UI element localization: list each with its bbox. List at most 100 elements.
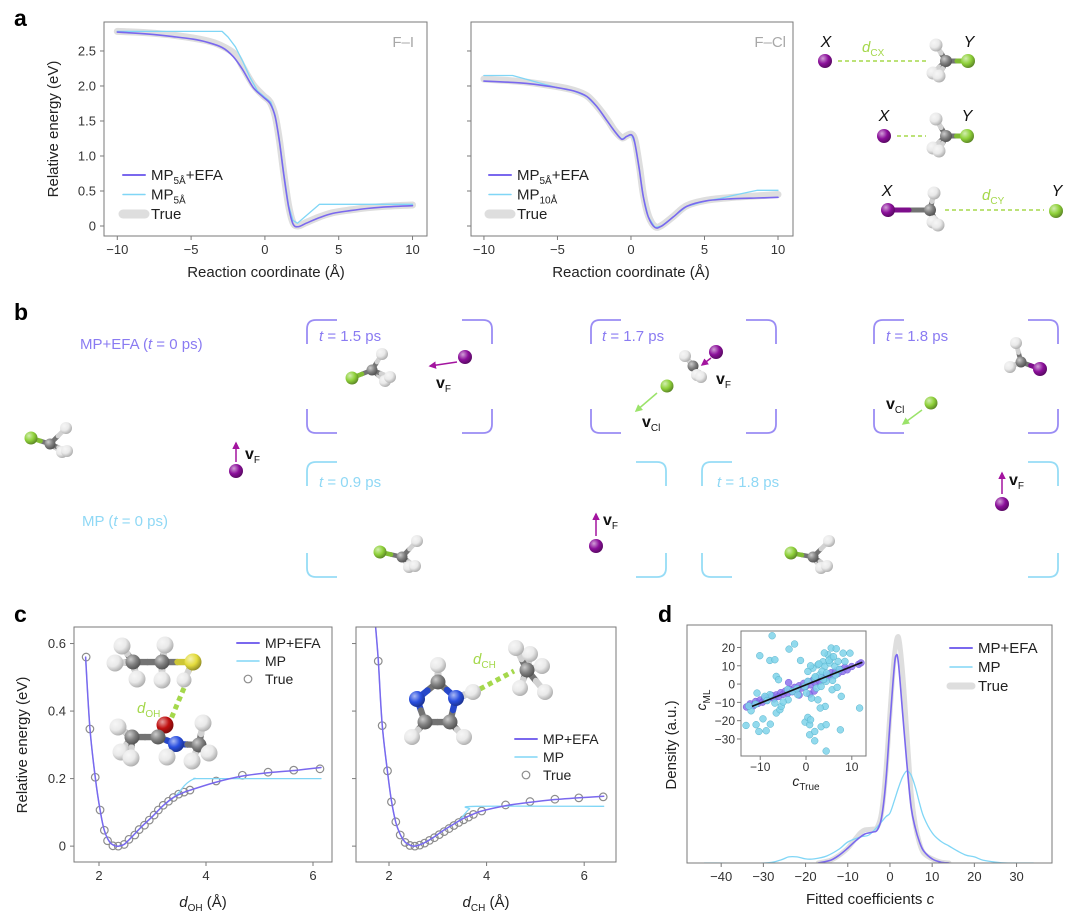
scatter-point-mp <box>815 660 823 668</box>
curve-mp-efa <box>483 80 779 229</box>
plot-area <box>113 27 416 230</box>
molecule-schematic-mol-3 <box>881 186 945 232</box>
velocity-label-f: vF <box>716 371 731 391</box>
atom-carbon <box>687 360 699 372</box>
x-tick-label: 0 <box>261 242 268 257</box>
velocity-sub: F <box>445 384 451 395</box>
scatter-point-mp <box>833 683 841 692</box>
atom-label-x: X <box>878 108 891 125</box>
frame-bracket <box>746 409 777 434</box>
snapshot-frame-mp-efa <box>306 319 493 434</box>
frame-time-label: t = 1.5 ps <box>319 328 381 345</box>
panel-label-d: d <box>658 601 672 627</box>
fit-line <box>751 661 863 708</box>
legend-label-part: +EFA <box>186 167 223 184</box>
x-tick-label: −40 <box>710 869 732 884</box>
velocity-main: v <box>603 512 612 529</box>
scatter-point-mp <box>811 737 819 745</box>
scatter-point-mp <box>836 726 845 734</box>
atom-halogen-x <box>589 539 603 553</box>
frame-time-label: t = 1.8 ps <box>717 474 779 491</box>
label-suffix: = 0.9 ps <box>323 474 381 491</box>
x-tick-label: 6 <box>581 868 588 883</box>
legend-label: True <box>151 206 181 223</box>
x-axis-label: dOH (Å) <box>179 894 227 914</box>
atom-label-y: Y <box>1052 183 1064 200</box>
legend-item-true: True <box>243 671 293 687</box>
molecule-b-mp-1-ch3cl <box>373 535 423 573</box>
y-tick-label: −10 <box>715 696 736 710</box>
x-tick-label: −5 <box>550 242 565 257</box>
velocity-arrow-f <box>700 357 712 366</box>
atom-carbon <box>150 729 166 745</box>
legend: MP+EFA MP True <box>514 731 599 783</box>
legend-label: MP+EFA <box>978 640 1038 657</box>
legend-item-mp-efa: MP5Å+EFA <box>122 167 223 187</box>
y-tick-label: 1.0 <box>78 148 96 163</box>
frame-bracket <box>1028 461 1059 486</box>
distance-label-cy: dCY <box>982 187 1005 207</box>
scatter-point-mp <box>841 657 849 666</box>
molecule-b-mp-2-f <box>995 497 1009 511</box>
atom-hydrogen <box>409 560 421 572</box>
data-point-true <box>119 840 129 849</box>
frame-bracket <box>590 319 621 344</box>
velocity-label-cl: vCl <box>886 396 904 416</box>
scatter-point-mp <box>839 649 847 657</box>
molecule-c-imidazole <box>404 657 481 745</box>
atom-halogen-y <box>1049 204 1063 218</box>
y-tick-label: 10 <box>722 659 736 673</box>
data-point-true <box>439 827 449 837</box>
atom-halogen-x <box>229 464 243 478</box>
atom-halogen-y <box>345 371 359 385</box>
initial-label-mp-efa: MP+EFA (t = 0 ps) <box>80 336 203 353</box>
atom-hydrogen <box>194 714 212 732</box>
scatter-point-mp <box>806 731 814 739</box>
y-axis-label-part: Relative energy (eV) <box>14 677 31 814</box>
y-tick-label: 0 <box>89 218 96 233</box>
x-tick-label: 10 <box>845 760 859 774</box>
chart-title: F–I <box>392 34 414 51</box>
atom-halogen-x <box>995 497 1009 511</box>
panel-label-b: b <box>14 299 28 325</box>
atom-carbon <box>807 551 819 563</box>
atom-hydrogen <box>1004 361 1016 373</box>
data-point-true <box>144 815 154 825</box>
distance-label-main: d <box>982 187 991 204</box>
chart-d-density: −40 −30 −20 −10 0 10 20 30 Fitted coefficients c… <box>663 624 1053 908</box>
scatter-point-mp <box>785 645 793 653</box>
legend-label: MP5Å+EFA <box>151 167 223 187</box>
x-tick-label: 5 <box>701 242 708 257</box>
y-tick-label: −20 <box>715 714 736 728</box>
legend-label-part: MP <box>543 749 564 765</box>
atom-hydrogen <box>929 112 943 126</box>
atom-carbon <box>396 551 408 563</box>
snapshot-frames <box>306 319 1059 578</box>
plot-frame <box>103 21 428 237</box>
snapshot-frame-mp <box>701 461 1059 578</box>
scatter-point-mp <box>820 649 828 657</box>
y-axis-label-part: c <box>693 703 709 710</box>
x-tick-label: 6 <box>309 868 316 883</box>
atom-hydrogen <box>61 445 73 457</box>
atom-label-x: X <box>820 34 833 51</box>
legend-label-part: MP <box>151 187 174 204</box>
x-axis-label-part: (Å) <box>485 894 509 911</box>
distance-label-oh: dOH <box>137 700 160 720</box>
curve-mp <box>703 770 1035 863</box>
molecule-c-ethanethiol <box>106 636 202 689</box>
chart-title: F–Cl <box>754 34 786 51</box>
snapshot-frame-mp-efa <box>873 319 1059 434</box>
frame-bracket <box>873 319 904 344</box>
data-point-true <box>179 787 189 797</box>
y-axis-label-part: ML <box>702 689 713 703</box>
molecule-b-initial-f <box>229 464 243 478</box>
atom-label-y: Y <box>962 108 974 125</box>
atom-carbon <box>124 729 140 745</box>
scatter-point-mp <box>745 702 753 710</box>
molecule-b-efa-2-ch3 <box>679 350 707 383</box>
y-axis-label: Relative energy (eV) <box>14 677 31 814</box>
atom-hydrogen <box>932 69 946 83</box>
scatter-point-mp <box>759 715 767 723</box>
